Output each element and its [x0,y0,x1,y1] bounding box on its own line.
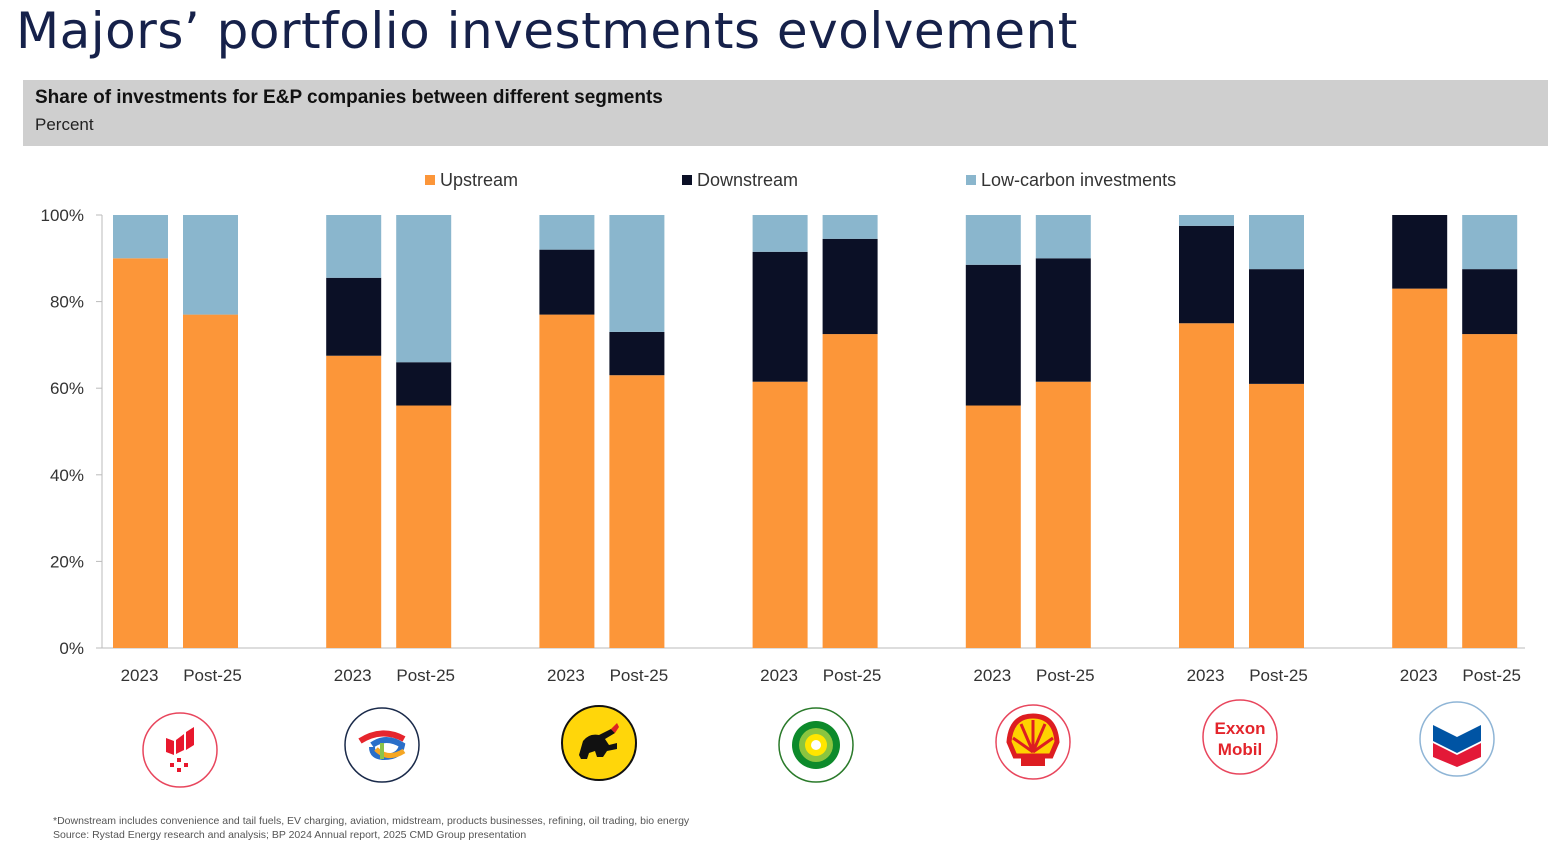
chart-header-banner: Share of investments for E&P companies b… [23,80,1548,146]
page-title: Majors’ portfolio investments evolvement [16,2,1078,60]
bar-segment-low-carbon [326,215,382,278]
x-tick-label: Post-25 [823,666,882,685]
eni-logo-icon [559,703,639,783]
y-tick-label: 60% [50,379,84,398]
bar-segment-upstream [326,355,382,648]
bar-segment-low-carbon [396,215,452,363]
bar-segment-downstream [752,251,808,382]
x-tick-label: 2023 [1187,666,1225,685]
bar-segment-low-carbon [1249,215,1304,270]
bar-segment-downstream [1179,225,1234,324]
bar-segment-downstream [822,238,878,335]
bar-segment-low-carbon [609,215,665,332]
bar-segment-downstream [1392,215,1448,289]
chart-title: Share of investments for E&P companies b… [35,87,663,108]
totalenergies-logo-icon [342,705,422,785]
bar-segment-downstream [326,277,382,356]
x-tick-label: Post-25 [1036,666,1095,685]
bar-segment-low-carbon [183,215,238,315]
x-tick-label: 2023 [760,666,798,685]
mobil-logo-text: Mobil [1218,740,1262,759]
footnote-downstream: *Downstream includes convenience and tai… [53,815,690,827]
bar-segment-upstream [1392,288,1448,648]
bar-segment-downstream [1249,269,1304,384]
bar-segment-low-carbon [752,215,808,252]
equinor-logo-icon [140,710,220,790]
y-tick-label: 20% [50,552,84,571]
chart-subtitle: Percent [35,115,94,134]
stacked-bar-chart: 0% 20% 40% 60% 80% 100% Upstream Downstream Low-… [41,170,1525,685]
x-tick-label: 2023 [1400,666,1438,685]
bar-segment-downstream [965,264,1021,406]
bar-segment-low-carbon [965,215,1021,265]
bar-segment-downstream [1035,258,1091,382]
bar-segment-upstream [1179,323,1234,648]
y-tick-label: 100% [41,206,84,225]
footnote-source: Source: Rystad Energy research and analy… [53,829,527,841]
legend-swatch-downstream [682,175,692,185]
x-tick-label: Post-25 [1462,666,1521,685]
bar-segment-upstream [113,258,168,648]
bar-segment-downstream [609,331,665,376]
bar-segment-upstream [752,381,808,648]
y-tick-label: 80% [50,293,84,312]
bar-segment-low-carbon [1035,215,1091,259]
legend-label-downstream: Downstream [697,170,798,190]
x-tick-label: 2023 [973,666,1011,685]
bar-segment-low-carbon [1462,215,1518,270]
bar-segment-upstream [183,314,238,648]
x-tick-label: Post-25 [183,666,242,685]
bar-segment-upstream [822,334,878,648]
x-tick-label: Post-25 [610,666,669,685]
legend-label-upstream: Upstream [440,170,518,190]
bar-segment-low-carbon [822,215,878,239]
bar-segment-upstream [1035,381,1091,648]
bar-segment-downstream [539,249,595,315]
x-tick-label: Post-25 [396,666,455,685]
y-tick-label: 0% [59,639,84,658]
exxon-logo-text: Exxon [1214,719,1265,738]
bar-segment-upstream [609,375,665,648]
bar-segment-upstream [539,314,595,648]
bar-segment-upstream [1462,334,1518,648]
bar-segment-downstream [1462,269,1518,335]
bar-segment-low-carbon [1179,215,1234,226]
bar-segment-low-carbon [539,215,595,250]
bar-segment-upstream [396,405,452,648]
chevron-logo-icon [1417,699,1497,779]
x-tick-label: Post-25 [1249,666,1308,685]
y-tick-label: 40% [50,466,84,485]
bar-segment-upstream [1249,383,1304,648]
bar-segment-low-carbon [113,215,168,259]
bar-segment-downstream [396,362,452,406]
exxonmobil-logo-icon: Exxon Mobil [1200,697,1280,777]
x-tick-label: 2023 [547,666,585,685]
bp-logo-icon [776,705,856,785]
bar-segment-upstream [965,405,1021,648]
x-tick-label: 2023 [121,666,159,685]
shell-logo-icon [993,702,1073,782]
legend-swatch-upstream [425,175,435,185]
legend-swatch-low-carbon [966,175,976,185]
legend-label-low-carbon: Low-carbon investments [981,170,1176,190]
x-tick-label: 2023 [334,666,372,685]
